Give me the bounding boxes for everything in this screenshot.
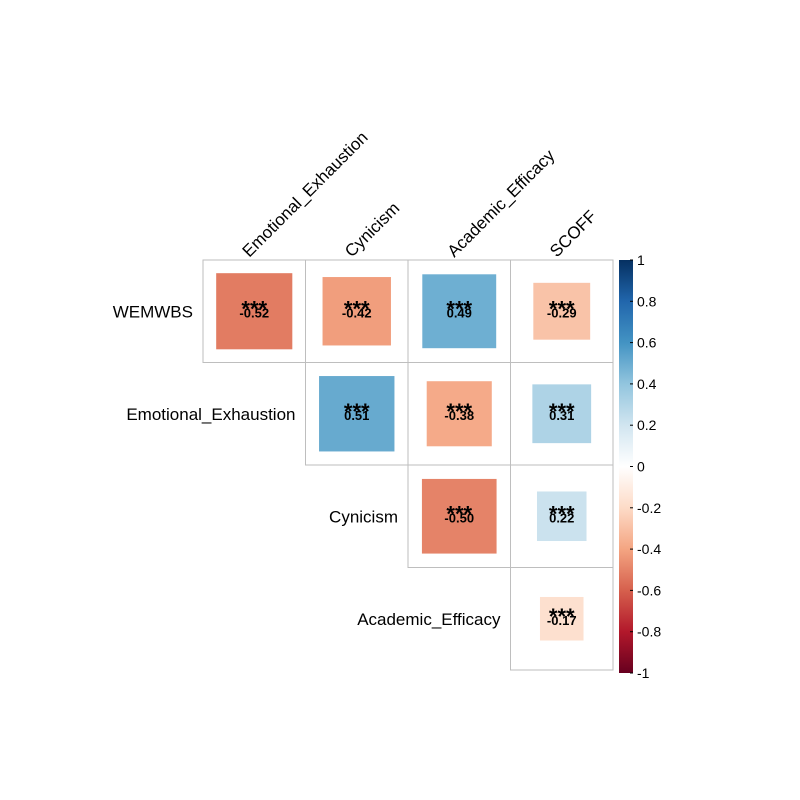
correlation-value-label: 0.31 [549, 408, 574, 423]
correlation-square [426, 381, 492, 447]
correlation-value-label: -0.38 [444, 408, 474, 423]
correlation-square [539, 596, 584, 641]
correlation-square [216, 273, 293, 350]
correlation-value-label: -0.50 [444, 510, 474, 525]
correlation-value-label: -0.17 [547, 613, 577, 628]
significance-label: *** [446, 501, 472, 526]
correlation-value-label: -0.42 [342, 305, 372, 320]
significance-label: *** [549, 399, 575, 424]
correlation-value-label: -0.29 [547, 305, 577, 320]
row-label-emotional-exhaustion: Emotional_Exhaustion [126, 405, 295, 424]
significance-label: *** [549, 501, 575, 526]
colorbar: 1 0.8 0.6 0.4 0.2 0 -0.2 -0.4 -0.6 -0.8 -1 [619, 252, 661, 681]
significance-label: *** [344, 399, 370, 424]
significance-label: *** [344, 296, 370, 321]
correlation-square [319, 376, 395, 452]
colorbar-tick-label: 0.4 [637, 376, 657, 392]
correlation-square [536, 491, 587, 542]
row-label-wemwbs: WEMWBS [113, 302, 193, 321]
correlation-square [421, 478, 497, 554]
column-labels: Emotional_Exhaustion Cynicism Academic_E… [239, 128, 601, 261]
correlation-value-label: -0.52 [239, 305, 269, 320]
colorbar-tick-label: -0.2 [637, 500, 661, 516]
colorbar-tick-label: 0.8 [637, 293, 657, 309]
col-label-academic-efficacy: Academic_Efficacy [444, 146, 559, 261]
correlation-square [532, 384, 592, 444]
correlation-square [533, 282, 591, 340]
row-label-cynicism: Cynicism [329, 507, 398, 526]
correlation-value-label: 0.51 [344, 408, 369, 423]
significance-label: *** [446, 399, 472, 424]
col-label-scoff: SCOFF [546, 207, 600, 261]
col-label-cynicism: Cynicism [341, 199, 403, 261]
colorbar-tick-label: 1 [637, 252, 645, 268]
colorbar-tick-label: -0.6 [637, 582, 661, 598]
matrix-cells: ***-0.52 ***-0.42 ***0.49 ***-0.29***0.51 **… [216, 273, 592, 641]
significance-label: *** [446, 296, 472, 321]
colorbar-gradient [619, 260, 633, 673]
colorbar-tick-label: -0.8 [637, 624, 661, 640]
colorbar-tick-label: -0.4 [637, 541, 661, 557]
correlation-square [322, 277, 391, 346]
colorbar-tick-label: -1 [637, 665, 650, 681]
correlation-value-label: 0.22 [549, 510, 574, 525]
colorbar-ticks: 1 0.8 0.6 0.4 0.2 0 -0.2 -0.4 -0.6 -0.8 -1 [630, 252, 661, 681]
significance-label: *** [241, 296, 267, 321]
colorbar-tick-label: 0.2 [637, 417, 657, 433]
significance-label: *** [549, 604, 575, 629]
significance-label: *** [549, 296, 575, 321]
correlation-value-label: 0.49 [447, 305, 472, 320]
colorbar-tick-label: 0.6 [637, 335, 657, 351]
row-labels: WEMWBS Emotional_Exhaustion Cynicism Aca… [113, 302, 501, 629]
correlation-square [422, 274, 497, 349]
colorbar-tick-label: 0 [637, 459, 645, 475]
row-label-academic-efficacy: Academic_Efficacy [357, 610, 501, 629]
